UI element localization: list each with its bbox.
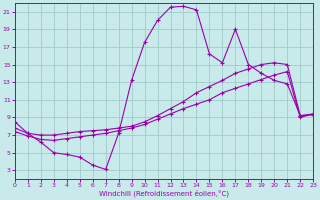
X-axis label: Windchill (Refroidissement éolien,°C): Windchill (Refroidissement éolien,°C) — [99, 190, 229, 197]
